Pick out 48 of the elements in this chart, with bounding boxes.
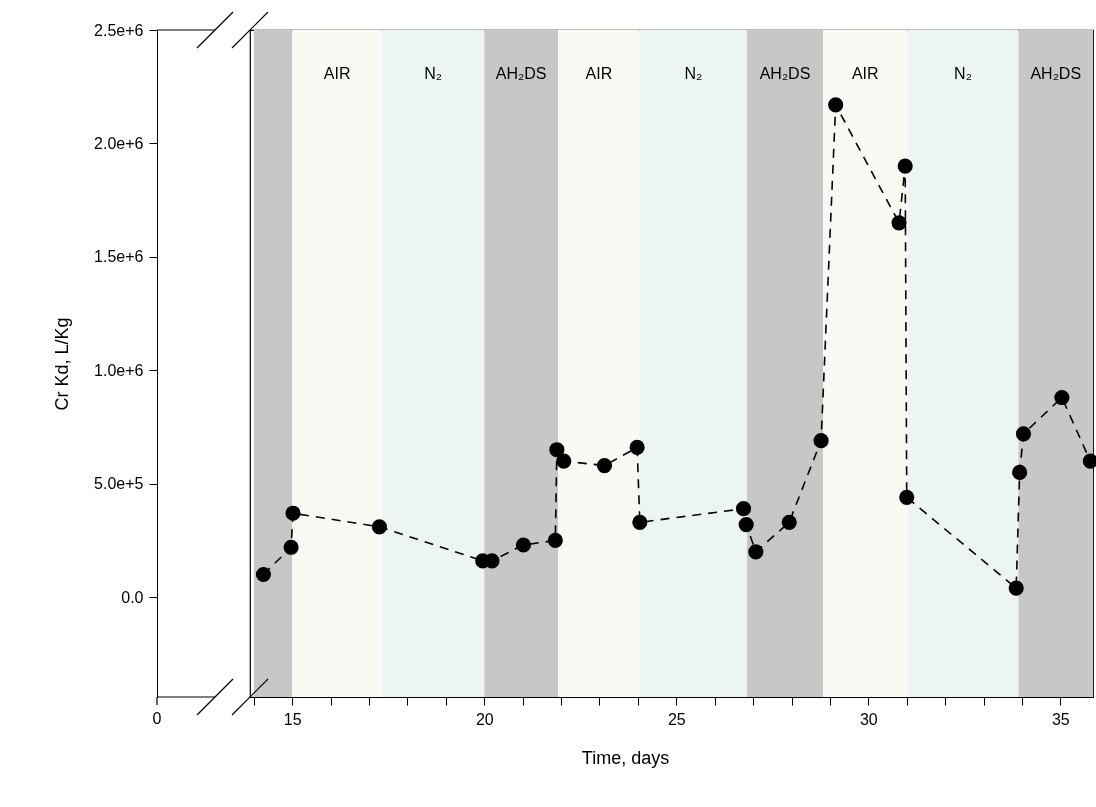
point (547, 532, 563, 549)
point (1012, 464, 1028, 480)
x-tick-label: 15 (283, 710, 302, 728)
point (629, 439, 645, 456)
band-label: N₂ (684, 65, 703, 82)
point (738, 517, 754, 533)
point (899, 489, 915, 505)
point (515, 537, 532, 553)
point (781, 514, 797, 530)
band-label: AH₂DS (495, 65, 547, 82)
y-axis-title: Cr Kd, L/Kg (52, 317, 73, 411)
point (285, 505, 301, 521)
x-tick-label: 20 (475, 710, 494, 728)
text: 0 (152, 710, 162, 727)
point (549, 442, 565, 458)
point (897, 158, 913, 174)
x-tick-label: 30 (859, 710, 878, 728)
band-label: N₂ (424, 65, 443, 82)
point (255, 566, 272, 583)
band-label: AIR (585, 65, 613, 82)
band-label: AIR (323, 65, 351, 82)
point (891, 215, 907, 231)
y-tick-label: 0.0 (121, 588, 144, 606)
y-tick-label: 1.0e+6 (94, 361, 144, 379)
point (632, 514, 648, 530)
band-label: AH₂DS (1030, 65, 1082, 82)
y-tick-label: 5.0e+5 (94, 475, 144, 493)
point (371, 519, 388, 535)
point (1054, 389, 1070, 406)
point (828, 97, 844, 113)
point (556, 453, 572, 469)
band-label: N₂ (954, 65, 972, 82)
point (735, 501, 752, 517)
point (283, 539, 299, 555)
x-axis-title: Time, days (581, 747, 670, 768)
band-label: AH₂DS (759, 65, 811, 82)
point (1015, 426, 1032, 442)
point (748, 544, 764, 560)
point (813, 433, 829, 449)
x-tick-label: 35 (1051, 710, 1070, 728)
y-tick-label: 2.5e+6 (94, 21, 144, 39)
band-label: AIR (851, 65, 879, 82)
point (1082, 453, 1096, 469)
y-tick-label: 1.5e+6 (94, 248, 144, 266)
y-tick-label: 2.0e+6 (94, 134, 144, 152)
x-tick-label: 25 (667, 710, 686, 728)
point (1008, 580, 1024, 596)
point (596, 458, 613, 474)
